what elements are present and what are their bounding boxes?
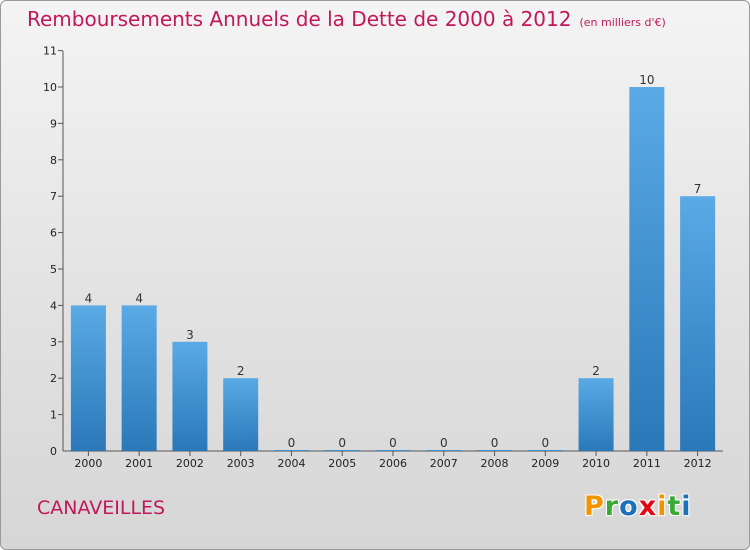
logo-letter: x — [638, 491, 658, 522]
data-label-2002: 3 — [186, 328, 194, 342]
bar-2009 — [527, 450, 563, 451]
x-tick-label-2010: 2010 — [582, 457, 610, 470]
logo-letter: i — [657, 491, 668, 522]
y-tick-label: 7 — [50, 190, 57, 203]
bar-2002 — [172, 341, 208, 451]
data-label-2006: 0 — [389, 436, 397, 450]
x-tick-label-2008: 2008 — [481, 457, 509, 470]
proxiti-logo: Proxiti — [584, 491, 692, 522]
bar-2010 — [578, 378, 614, 451]
y-tick-label: 4 — [50, 299, 57, 312]
y-tick-label: 5 — [50, 263, 57, 276]
y-tick-label: 3 — [50, 336, 57, 349]
data-label-2004: 0 — [288, 436, 296, 450]
data-label-2011: 10 — [639, 73, 654, 87]
data-label-2001: 4 — [135, 291, 143, 305]
bar-2008 — [477, 450, 513, 451]
data-label-2007: 0 — [440, 436, 448, 450]
x-tick-label-2006: 2006 — [379, 457, 407, 470]
bar-2003 — [223, 378, 259, 451]
x-tick-label-2011: 2011 — [633, 457, 661, 470]
chart-title: Remboursements Annuels de la Dette de 20… — [27, 7, 572, 31]
x-tick-label-2001: 2001 — [125, 457, 153, 470]
logo-letter: r — [604, 491, 620, 522]
data-label-2009: 0 — [541, 436, 549, 450]
logo-letter: t — [667, 491, 682, 522]
x-tick-label-2004: 2004 — [277, 457, 305, 470]
bar-2001 — [121, 305, 157, 451]
y-tick-label: 11 — [43, 45, 57, 58]
data-label-2000: 4 — [85, 291, 93, 305]
bar-2007 — [426, 450, 462, 451]
logo-letter: i — [681, 491, 692, 522]
place-name: CANAVEILLES — [37, 497, 166, 519]
logo-letter: P — [584, 491, 605, 522]
bar-2011 — [629, 87, 665, 451]
bar-2012 — [680, 196, 716, 451]
x-tick-label-2009: 2009 — [531, 457, 559, 470]
x-tick-label-2005: 2005 — [328, 457, 356, 470]
y-tick-label: 9 — [50, 117, 57, 130]
x-tick-label-2007: 2007 — [430, 457, 458, 470]
bar-2000 — [70, 305, 106, 451]
data-label-2008: 0 — [491, 436, 499, 450]
y-tick-label: 0 — [50, 445, 57, 458]
y-tick-label: 6 — [50, 227, 57, 240]
bar-2005 — [324, 450, 360, 451]
y-tick-label: 10 — [43, 81, 57, 94]
x-tick-label-2002: 2002 — [176, 457, 204, 470]
data-label-2005: 0 — [338, 436, 346, 450]
y-tick-label: 2 — [50, 372, 57, 385]
bar-2004 — [273, 450, 309, 451]
y-tick-label: 1 — [50, 409, 57, 422]
y-tick-label: 8 — [50, 154, 57, 167]
logo-letter: o — [619, 491, 639, 522]
data-label-2012: 7 — [694, 182, 702, 196]
data-label-2010: 2 — [592, 364, 600, 378]
data-label-2003: 2 — [237, 364, 245, 378]
x-tick-label-2003: 2003 — [227, 457, 255, 470]
chart-subtitle: (en milliers d'€) — [579, 16, 666, 29]
bar-2006 — [375, 450, 411, 451]
x-tick-label-2012: 2012 — [684, 457, 712, 470]
x-tick-label-2000: 2000 — [74, 457, 102, 470]
title-row: Remboursements Annuels de la Dette de 20… — [27, 7, 666, 31]
